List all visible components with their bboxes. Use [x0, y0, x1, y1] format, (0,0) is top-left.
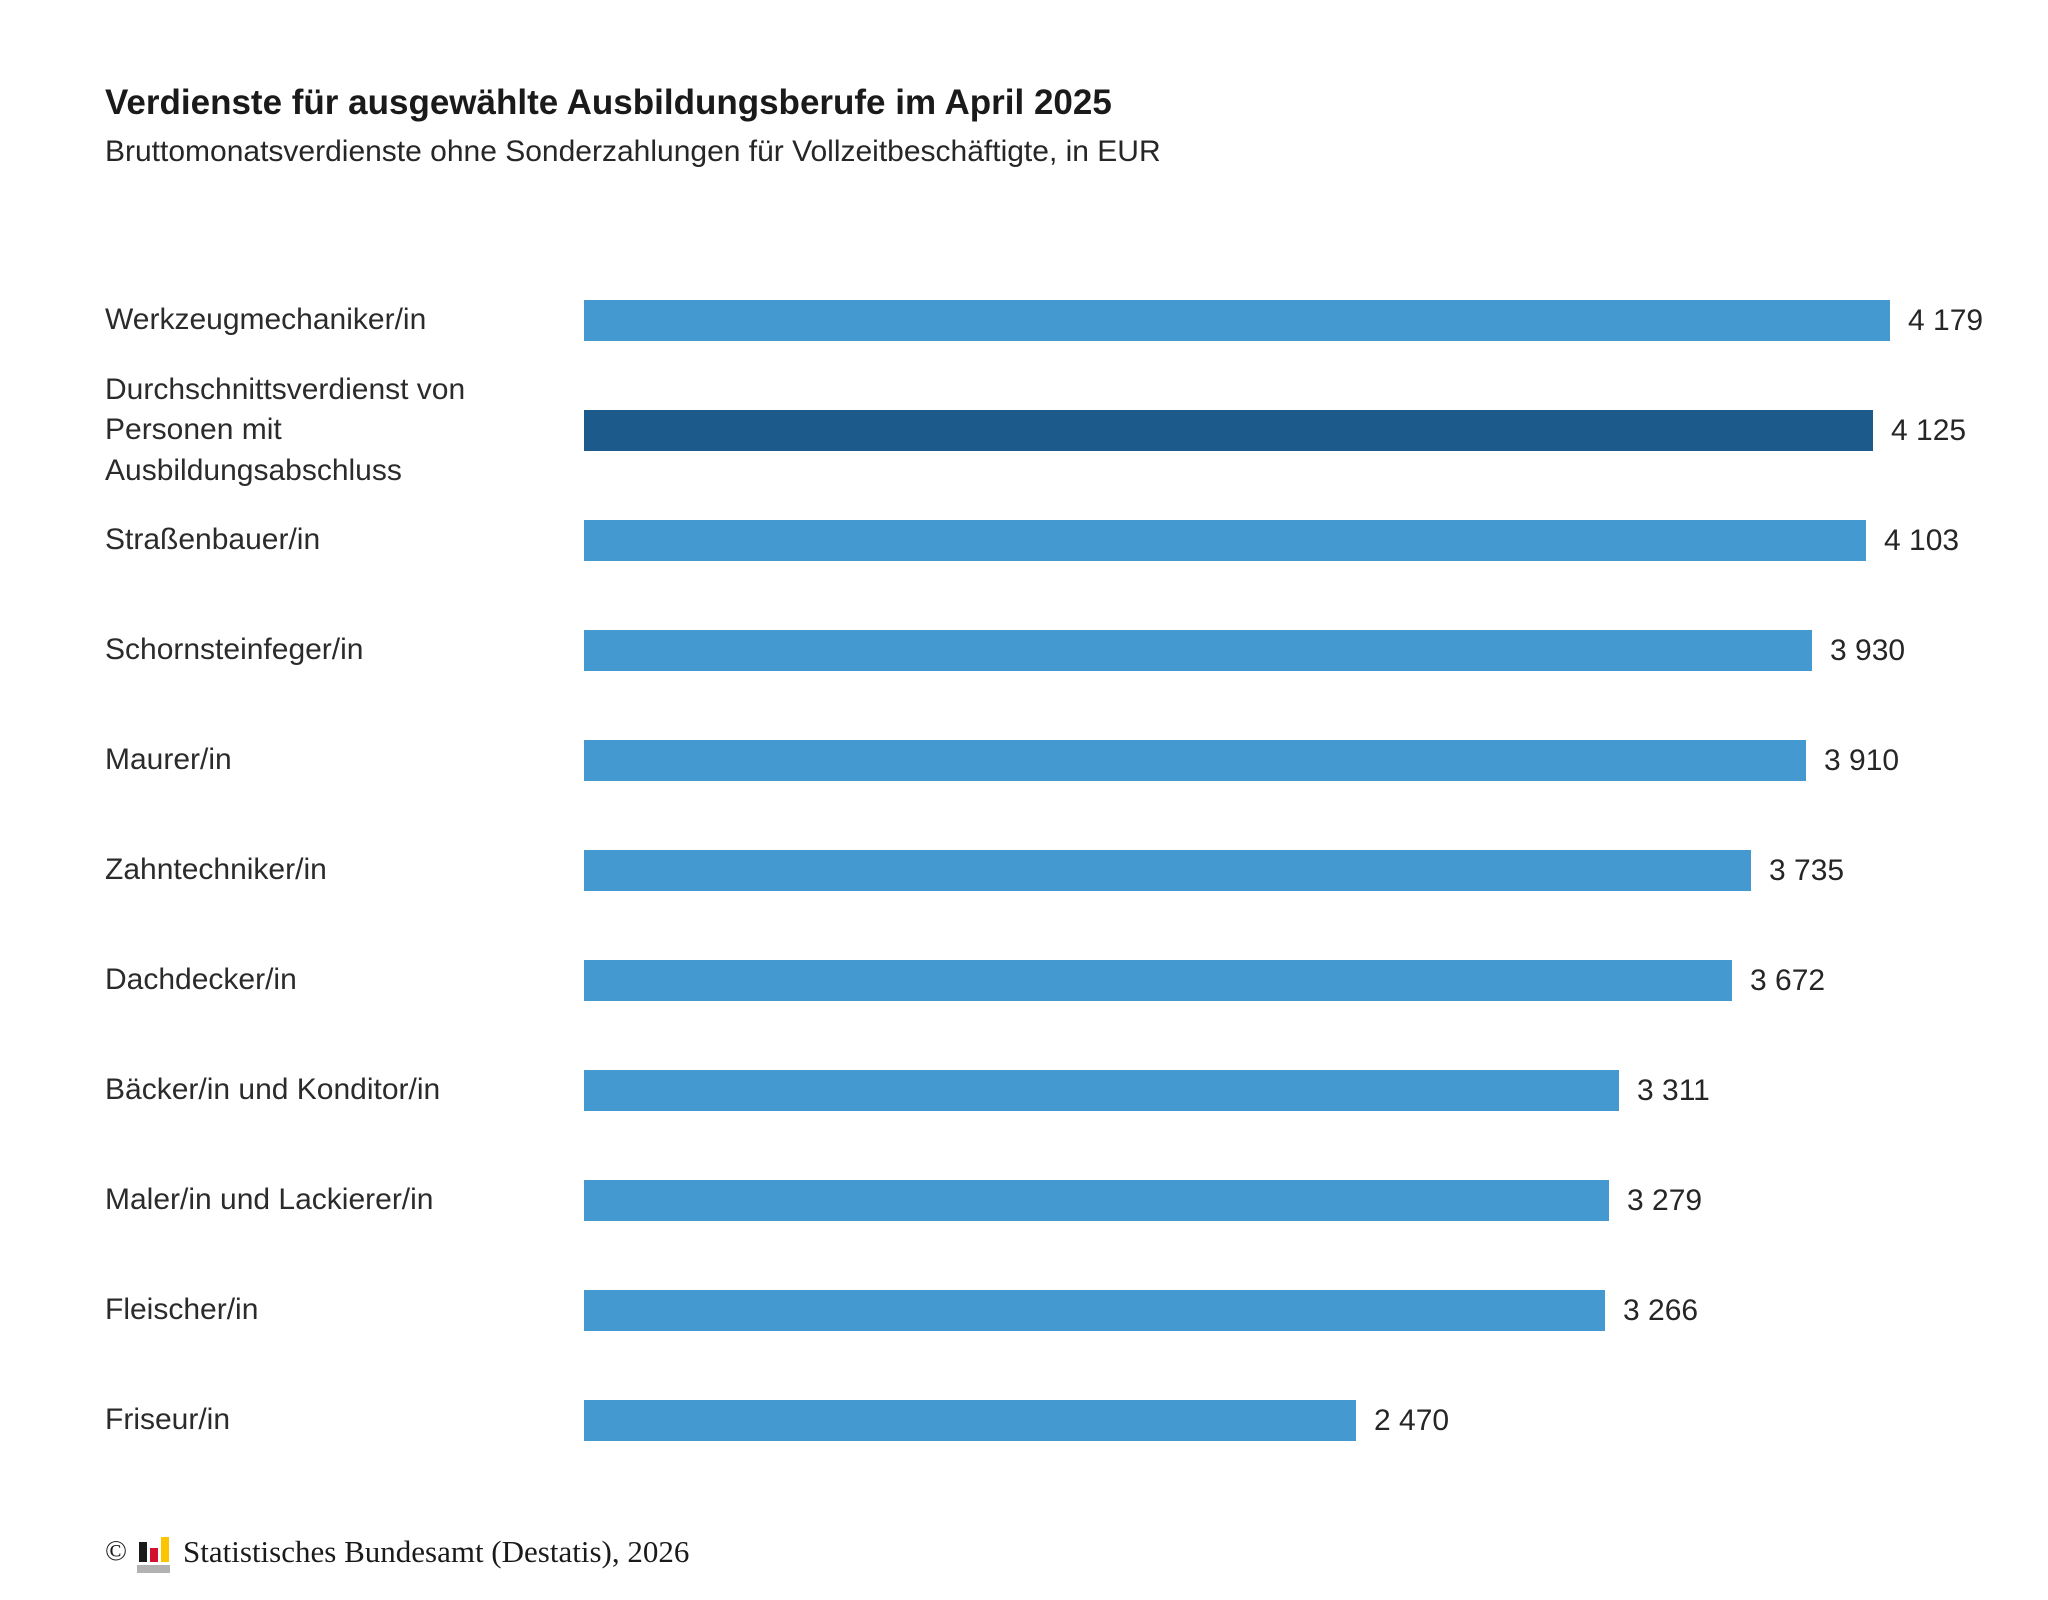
bar-value-label: 2 470	[1374, 1403, 1450, 1437]
bar-track: 3 910	[584, 740, 1899, 781]
bar-value-label: 3 930	[1830, 633, 1906, 667]
category-label: Dachdecker/in	[105, 963, 297, 997]
bar-row: Zahntechniker/in 3 735	[105, 816, 2048, 926]
bar-row: Bäcker/in und Konditor/in 3 311	[105, 1036, 2048, 1146]
bar-row: Werkzeugmechaniker/in 4 179	[105, 266, 2048, 376]
bar-row: Maurer/in 3 910	[105, 706, 2048, 816]
source-footer: © Statistisches Bundesamt (Destatis), 20…	[105, 1531, 2048, 1573]
bar	[584, 300, 1890, 341]
bar-rows: Werkzeugmechaniker/in 4 179 Durchschnitt…	[105, 266, 2048, 1476]
bar	[584, 630, 1812, 671]
bar	[584, 1070, 1619, 1111]
bar-value-label: 4 103	[1884, 523, 1960, 557]
category-label: Friseur/in	[105, 1403, 231, 1437]
bar	[584, 850, 1751, 891]
destatis-bar-chart-icon	[137, 1536, 171, 1573]
bar-value-label: 3 735	[1769, 853, 1845, 887]
bar-value-label: 3 279	[1627, 1183, 1703, 1217]
copyright-symbol: ©	[105, 1535, 128, 1567]
bar-row: Friseur/in 2 470	[105, 1366, 2048, 1476]
chart-subtitle: Bruttomonatsverdienste ohne Sonderzahlun…	[105, 135, 1161, 168]
bar	[584, 1290, 1605, 1331]
bar-track: 3 930	[584, 630, 1905, 671]
bar	[584, 960, 1732, 1001]
bar	[584, 1400, 1356, 1441]
bar-value-label: 4 125	[1891, 413, 1967, 447]
bar	[584, 520, 1866, 561]
bar	[584, 1180, 1609, 1221]
source-label: Statistisches Bundesamt (Destatis), 2026	[183, 1533, 690, 1569]
bar-track: 3 279	[584, 1180, 1890, 1221]
bar-row: Straßenbauer/in 4 103	[105, 486, 2048, 596]
bar-row: Fleischer/in 3 266	[105, 1256, 2048, 1366]
bar-track: 3 311	[584, 1070, 1890, 1111]
bar-track: 3 672	[584, 960, 1890, 1001]
bar-track: 3 266	[584, 1290, 1890, 1331]
category-label: Durchschnittsverdienst von Personen mit …	[105, 372, 466, 487]
bar-row: Schornsteinfeger/in 3 930	[105, 596, 2048, 706]
chart-title: Verdienste für ausgewählte Ausbildungsbe…	[105, 83, 1112, 122]
bar-row: Maler/in und Lackierer/in 3 279	[105, 1146, 2048, 1256]
category-label: Fleischer/in	[105, 1293, 259, 1327]
bar-track: 4 125	[584, 410, 1966, 451]
category-label: Werkzeugmechaniker/in	[105, 303, 427, 337]
bar-track: 4 103	[584, 520, 1959, 561]
category-label: Maler/in und Lackierer/in	[105, 1183, 434, 1217]
category-label: Maurer/in	[105, 743, 232, 777]
category-label: Straßenbauer/in	[105, 523, 321, 557]
category-label: Bäcker/in und Konditor/in	[105, 1073, 441, 1107]
bar-row: Durchschnittsverdienst von Personen mit …	[105, 373, 2048, 487]
bar-track: 4 179	[584, 300, 1983, 341]
bar-value-label: 3 266	[1623, 1293, 1699, 1327]
bar-track: 2 470	[584, 1400, 1890, 1441]
bar-highlight-average	[584, 410, 1873, 451]
category-label: Schornsteinfeger/in	[105, 633, 364, 667]
bar-value-label: 4 179	[1908, 303, 1984, 337]
bar-value-label: 3 311	[1637, 1073, 1710, 1107]
bar-row: Dachdecker/in 3 672	[105, 926, 2048, 1036]
bar-value-label: 3 910	[1824, 743, 1900, 777]
bar	[584, 740, 1806, 781]
category-label: Zahntechniker/in	[105, 853, 327, 887]
bar-track: 3 735	[584, 850, 1890, 891]
bar-value-label: 3 672	[1750, 963, 1826, 997]
